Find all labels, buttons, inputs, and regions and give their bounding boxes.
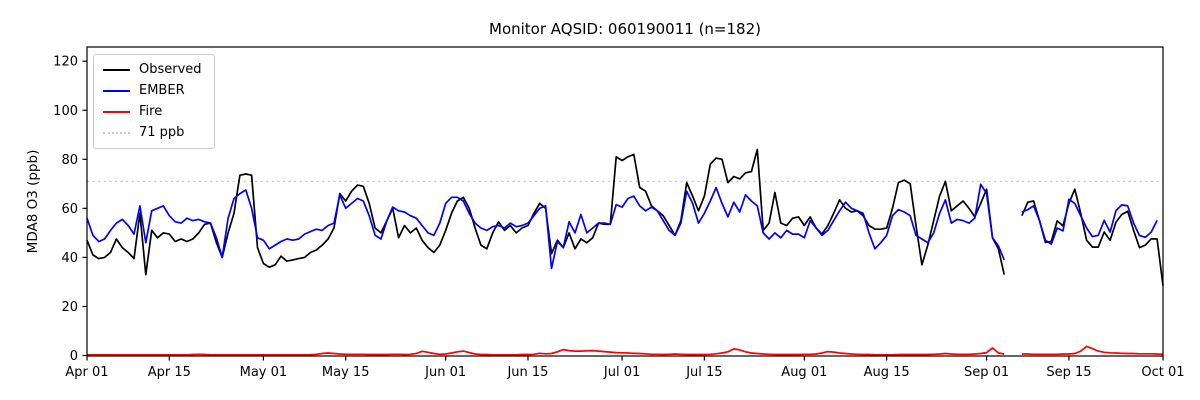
- x-tick-label: Apr 15: [148, 365, 191, 380]
- x-tick-label: Aug 01: [781, 365, 827, 380]
- x-tick-label: Sep 15: [1046, 365, 1091, 380]
- legend: Observed EMBER Fire 71 ppb: [93, 54, 215, 149]
- fire-line: [87, 345, 1164, 356]
- ember-line-sample: [103, 90, 130, 92]
- y-tick-label: 80: [61, 153, 78, 168]
- legend-label-threshold: 71 ppb: [139, 125, 185, 140]
- x-tick-label: Jun 01: [424, 365, 466, 380]
- legend-label-observed: Observed: [139, 62, 202, 77]
- plot-area: Apr 01 Apr 15 May 01 May 15 Jun 01 Jun 15 Jul …: [53, 46, 1185, 380]
- y-tick-label: 20: [61, 300, 78, 315]
- observed-line-sample: [103, 69, 130, 71]
- x-tick-label: Sep 01: [964, 365, 1009, 380]
- legend-item-observed: Observed: [103, 62, 202, 78]
- legend-label-fire: Fire: [139, 104, 163, 119]
- observed-line: [86, 148, 1164, 286]
- legend-item-fire: Fire: [103, 104, 202, 120]
- x-tick-label: Apr 01: [65, 365, 108, 380]
- y-tick-label: 0: [70, 349, 78, 364]
- x-tick-label: Jul 01: [603, 365, 640, 380]
- chart-title: Monitor AQSID: 060190011 (n=182): [489, 20, 761, 38]
- x-tick-label: Jun 15: [506, 365, 548, 380]
- x-axis-ticks: Apr 01 Apr 15 May 01 May 15 Jun 01 Jun 15 Jul …: [65, 356, 1185, 380]
- x-tick-label: May 01: [240, 365, 288, 380]
- plot-border: [86, 46, 1164, 357]
- y-axis-label: MDA8 O3 (ppb): [25, 150, 41, 254]
- fire-line-sample: [103, 111, 130, 113]
- x-tick-label: May 15: [322, 365, 370, 380]
- ember-line: [86, 183, 1158, 270]
- y-tick-label: 60: [61, 202, 78, 217]
- x-tick-label: Aug 15: [864, 365, 910, 380]
- legend-label-ember: EMBER: [139, 83, 185, 98]
- y-axis-ticks: 0 20 40 60 80 100 120: [53, 55, 87, 364]
- y-tick-label: 100: [53, 104, 78, 119]
- legend-item-threshold: 71 ppb: [103, 125, 202, 141]
- y-tick-label: 120: [53, 55, 78, 70]
- legend-item-ember: EMBER: [103, 83, 202, 99]
- x-tick-label: Jul 15: [685, 365, 722, 380]
- y-tick-label: 40: [61, 251, 78, 266]
- x-tick-label: Oct 01: [1141, 365, 1184, 380]
- threshold-line-sample: [103, 132, 130, 134]
